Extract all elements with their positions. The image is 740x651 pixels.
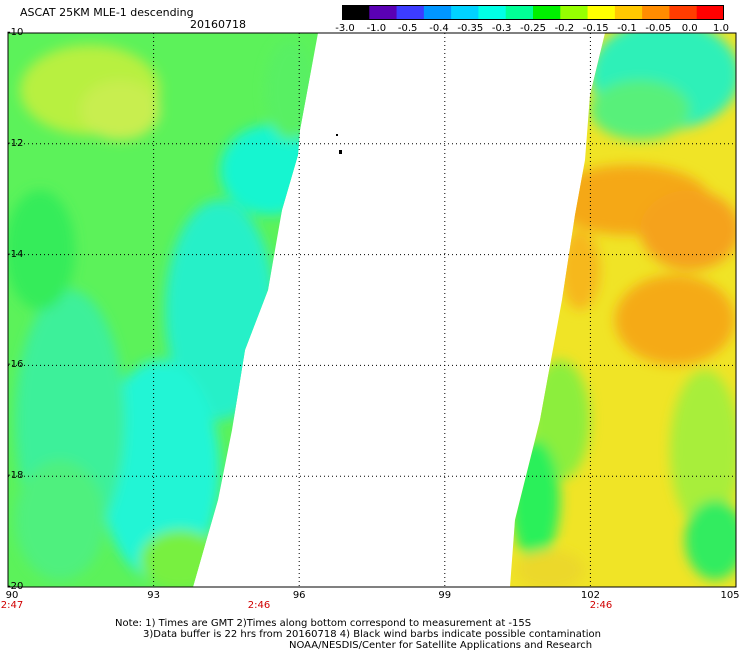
colorbar-segment: [560, 5, 589, 20]
colorbar-segment: [696, 5, 724, 20]
map-title: ASCAT 25KM MLE-1 descending: [20, 6, 194, 19]
graticule: [8, 33, 736, 587]
colorbar-segment: [614, 5, 643, 20]
latitude-label: -12: [7, 137, 24, 149]
pass-time-label: 2:47: [0, 600, 24, 611]
colorbar-segment: [533, 5, 561, 20]
latitude-label: -14: [7, 248, 24, 260]
longitude-label: 102: [580, 590, 600, 601]
colorbar-tick-label: -0.05: [645, 23, 672, 34]
pass-time-label: 2:46: [247, 600, 271, 611]
colorbar-segment: [505, 5, 534, 20]
longitude-label: 105: [720, 590, 740, 601]
colorbar-segment: [342, 5, 370, 20]
colorbar-tick-label: -0.5: [397, 23, 418, 34]
colorbar-tick-label: -0.4: [429, 23, 449, 34]
colorbar-tick-label: -0.1: [617, 23, 637, 34]
longitude-label: 99: [438, 590, 452, 601]
colorbar-tick-label: -0.25: [520, 23, 546, 34]
colorbar-tick-label: 0.0: [681, 23, 698, 34]
latitude-label: -18: [7, 470, 24, 482]
land-speck: [336, 134, 342, 154]
color-scale-bar: [342, 5, 724, 20]
colorbar-segment: [423, 5, 452, 20]
longitude-label: 90: [5, 590, 19, 601]
colorbar-tick-label: -0.2: [554, 23, 575, 34]
note-line-3: NOAA/NESDIS/Center for Satellite Applica…: [289, 640, 593, 651]
latitude-label: -20: [7, 581, 24, 592]
colorbar-tick-label: 1.0: [713, 23, 729, 34]
colorbar-segment: [642, 5, 671, 20]
latitude-label: -16: [7, 359, 24, 371]
left-swath: [8, 33, 318, 587]
map-date: 20160718: [190, 18, 246, 31]
colorbar-tick-label: -0.3: [491, 23, 512, 34]
note-line-2: 3)Data buffer is 22 hrs from 20160718 4)…: [143, 629, 601, 640]
colorbar-segment: [478, 5, 507, 20]
colorbar-segment: [669, 5, 698, 20]
colorbar-segment: [451, 5, 480, 20]
pass-time-label: 2:46: [589, 600, 613, 611]
note-line-1: Note: 1) Times are GMT 2)Times along bot…: [115, 618, 532, 629]
colorbar-segment: [587, 5, 616, 20]
longitude-label: 96: [292, 590, 306, 601]
colorbar-tick-label: -0.35: [457, 23, 484, 34]
right-swath: [510, 33, 736, 587]
colorbar-tick-label: -0.15: [582, 23, 609, 34]
colorbar-tick-label: -1.0: [366, 23, 387, 34]
latitude-label: -10: [7, 27, 24, 38]
map-frame: [7, 32, 737, 588]
colorbar-segment: [396, 5, 425, 20]
colorbar-segment: [369, 5, 398, 20]
longitude-label: 93: [147, 590, 160, 601]
colorbar-tick-label: -3.0: [335, 23, 355, 34]
